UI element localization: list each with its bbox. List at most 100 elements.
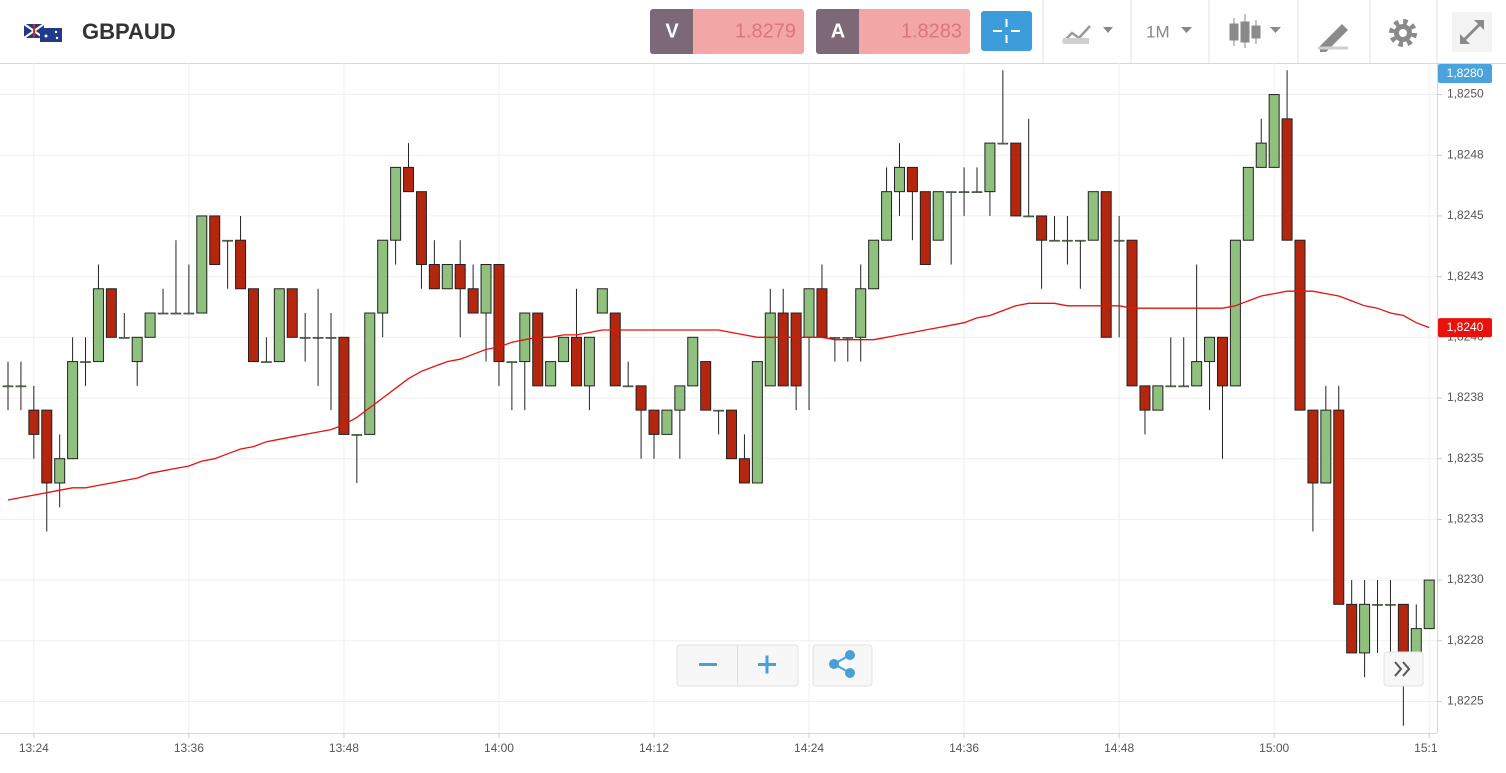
candle-body: [222, 239, 233, 242]
ask-button[interactable]: A 1.8283: [816, 9, 970, 54]
candle-body: [1281, 118, 1293, 241]
candle-body: [958, 191, 970, 193]
x-tick-label: 13:36: [174, 741, 204, 755]
bid-button[interactable]: V 1.8279: [650, 9, 804, 54]
candle-body: [247, 288, 259, 363]
timeframe-button[interactable]: 1M: [1146, 22, 1192, 41]
candle-body: [1397, 603, 1409, 654]
candle-body: [312, 337, 324, 339]
candle-body: [558, 336, 570, 363]
candle-body: [945, 191, 957, 193]
candle-body: [1010, 142, 1022, 217]
symbol: GBPAUD: [82, 19, 176, 44]
bid-label: V: [665, 20, 679, 42]
candle-body: [1191, 361, 1203, 387]
candle-body: [635, 385, 647, 411]
moving-average: [7, 290, 1430, 501]
candle-body: [570, 336, 582, 387]
x-tick-label: 14:48: [1104, 741, 1134, 755]
flag-icon: [23, 23, 62, 42]
crosshair-button[interactable]: [981, 11, 1032, 51]
candle-style-button[interactable]: [1229, 14, 1281, 48]
candle-body: [1320, 409, 1332, 484]
y-axis: 1,8225 1,8228 1,8230 1,8233 1,8235 1,8238 1,82…: [1437, 87, 1484, 708]
candle-body: [932, 191, 944, 241]
candle-body: [906, 166, 918, 193]
candle-body: [428, 263, 440, 290]
candle-body: [415, 191, 427, 265]
candle-body: [15, 385, 27, 388]
candle-body: [1204, 336, 1216, 363]
candle-body: [868, 239, 880, 290]
candle-body: [1216, 336, 1228, 387]
candle-body: [997, 142, 1009, 145]
candle-body: [713, 409, 724, 412]
candle-body: [493, 263, 505, 363]
y-tick-label: 1,8228: [1447, 633, 1484, 647]
plot: [2, 70, 1435, 726]
candle-body: [80, 361, 91, 363]
candle-body: [261, 361, 272, 363]
candle-body: [1307, 409, 1319, 484]
x-tick-label: 14:12: [639, 741, 669, 755]
candle-body: [790, 312, 802, 387]
settings-button[interactable]: [1389, 19, 1417, 47]
candle-body: [1255, 142, 1267, 168]
toolbar-separators: [1042, 0, 1438, 63]
candle-body: [1268, 94, 1280, 168]
candle-body: [506, 361, 518, 363]
candle-body: [454, 263, 466, 290]
candle-body: [661, 409, 673, 435]
scroll-to-end-button[interactable]: [1383, 651, 1424, 687]
ask-label: A: [831, 20, 845, 42]
candle-body: [816, 288, 828, 338]
last-price-tag: 1,8280: [1438, 64, 1492, 83]
candle-body: [919, 191, 931, 265]
candle-body: [738, 458, 750, 484]
x-tick-label: 14:24: [794, 741, 824, 755]
candle-body: [777, 312, 789, 387]
toolbar: GBPAUD V 1.8279 A 1.8283 1M: [0, 0, 1506, 64]
x-tick-label: 14:36: [949, 741, 979, 755]
chart-type-button[interactable]: [1062, 25, 1113, 44]
candle-body: [648, 409, 660, 435]
candle-body: [1359, 603, 1371, 654]
candle-body: [1126, 239, 1138, 387]
share-button[interactable]: [812, 644, 873, 687]
candle-body: [1075, 239, 1086, 242]
x-axis: 13:24 13:36 13:48 14:00 14:12 14:24 14:36 14:48…: [19, 733, 1438, 755]
y-tick-label: 1,8238: [1447, 390, 1484, 404]
x-tick-label: 13:24: [19, 741, 49, 755]
candle-body: [1346, 603, 1358, 654]
candle-body: [596, 288, 608, 314]
candle-body: [54, 458, 66, 484]
candle-body: [105, 288, 117, 338]
candle-body: [41, 409, 53, 484]
y-tick-label: 1,8250: [1447, 87, 1484, 101]
candle-body: [1139, 385, 1151, 411]
candle-body: [1062, 239, 1073, 242]
candle-body: [622, 385, 634, 388]
candle-body: [273, 288, 285, 363]
candle-body: [984, 142, 996, 193]
candle-body: [325, 337, 337, 339]
y-tick-label: 1,8243: [1447, 269, 1484, 283]
candle-body: [583, 336, 595, 387]
zoom-in-button[interactable]: [758, 655, 776, 674]
candle-body: [1165, 385, 1177, 388]
candle-body: [286, 288, 298, 338]
draw-button[interactable]: [1318, 24, 1348, 52]
ask-price: 1.8283: [901, 20, 962, 42]
candle-body: [1023, 215, 1034, 218]
candle-body: [390, 166, 402, 241]
fullscreen-button[interactable]: [1452, 12, 1492, 52]
candle-body: [67, 361, 79, 460]
candle-body: [235, 239, 247, 290]
zoom-controls: [676, 644, 799, 687]
candle-body: [1113, 239, 1125, 242]
candle-body: [893, 166, 905, 193]
candle-body: [1294, 239, 1306, 411]
candle-body: [726, 409, 738, 460]
